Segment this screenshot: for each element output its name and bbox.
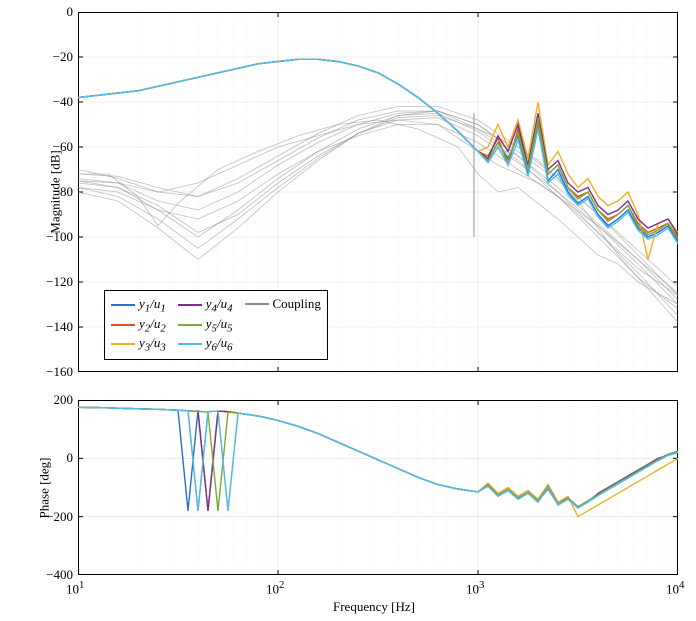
legend-item: y3/u3 bbox=[111, 335, 166, 354]
legend-label: y4/u4 bbox=[206, 296, 233, 315]
frequency-xtick: 101 bbox=[66, 579, 84, 597]
legend-item: Coupling bbox=[245, 296, 321, 312]
phase-ytick: 0 bbox=[67, 450, 74, 466]
legend-item: y5/u5 bbox=[178, 316, 233, 335]
magnitude-ytick: −160 bbox=[46, 364, 73, 380]
magnitude-ytick: −20 bbox=[53, 49, 73, 65]
magnitude-ytick: −80 bbox=[53, 184, 73, 200]
phase-ytick: −200 bbox=[46, 509, 73, 525]
frequency-xtick: 103 bbox=[466, 579, 484, 597]
legend-swatch bbox=[111, 304, 135, 306]
legend-label: y3/u3 bbox=[139, 335, 166, 354]
frequency-xtick: 102 bbox=[266, 579, 284, 597]
frequency-xlabel: Frequency [Hz] bbox=[333, 599, 415, 615]
legend: y1/u1y2/u2y3/u3 y4/u4y5/u5y6/u6 Coupling bbox=[104, 290, 328, 360]
legend-swatch bbox=[111, 324, 135, 326]
legend-item: y6/u6 bbox=[178, 335, 233, 354]
magnitude-ytick: −60 bbox=[53, 139, 73, 155]
magnitude-ytick: 0 bbox=[67, 4, 74, 20]
legend-item: y4/u4 bbox=[178, 296, 233, 315]
legend-label: y1/u1 bbox=[139, 296, 166, 315]
legend-swatch bbox=[245, 303, 269, 305]
magnitude-ytick: −140 bbox=[46, 319, 73, 335]
phase-chart bbox=[78, 400, 678, 575]
legend-swatch bbox=[178, 324, 202, 326]
frequency-xtick: 104 bbox=[666, 579, 684, 597]
magnitude-ytick: −100 bbox=[46, 229, 73, 245]
legend-item: y1/u1 bbox=[111, 296, 166, 315]
legend-label: y6/u6 bbox=[206, 335, 233, 354]
legend-swatch bbox=[178, 304, 202, 306]
legend-label: y2/u2 bbox=[139, 316, 166, 335]
legend-item: y2/u2 bbox=[111, 316, 166, 335]
legend-swatch bbox=[178, 343, 202, 345]
magnitude-ytick: −40 bbox=[53, 94, 73, 110]
legend-swatch bbox=[111, 343, 135, 345]
legend-label: y5/u5 bbox=[206, 316, 233, 335]
phase-ytick: 200 bbox=[54, 392, 74, 408]
legend-label: Coupling bbox=[273, 296, 321, 312]
magnitude-ytick: −120 bbox=[46, 274, 73, 290]
